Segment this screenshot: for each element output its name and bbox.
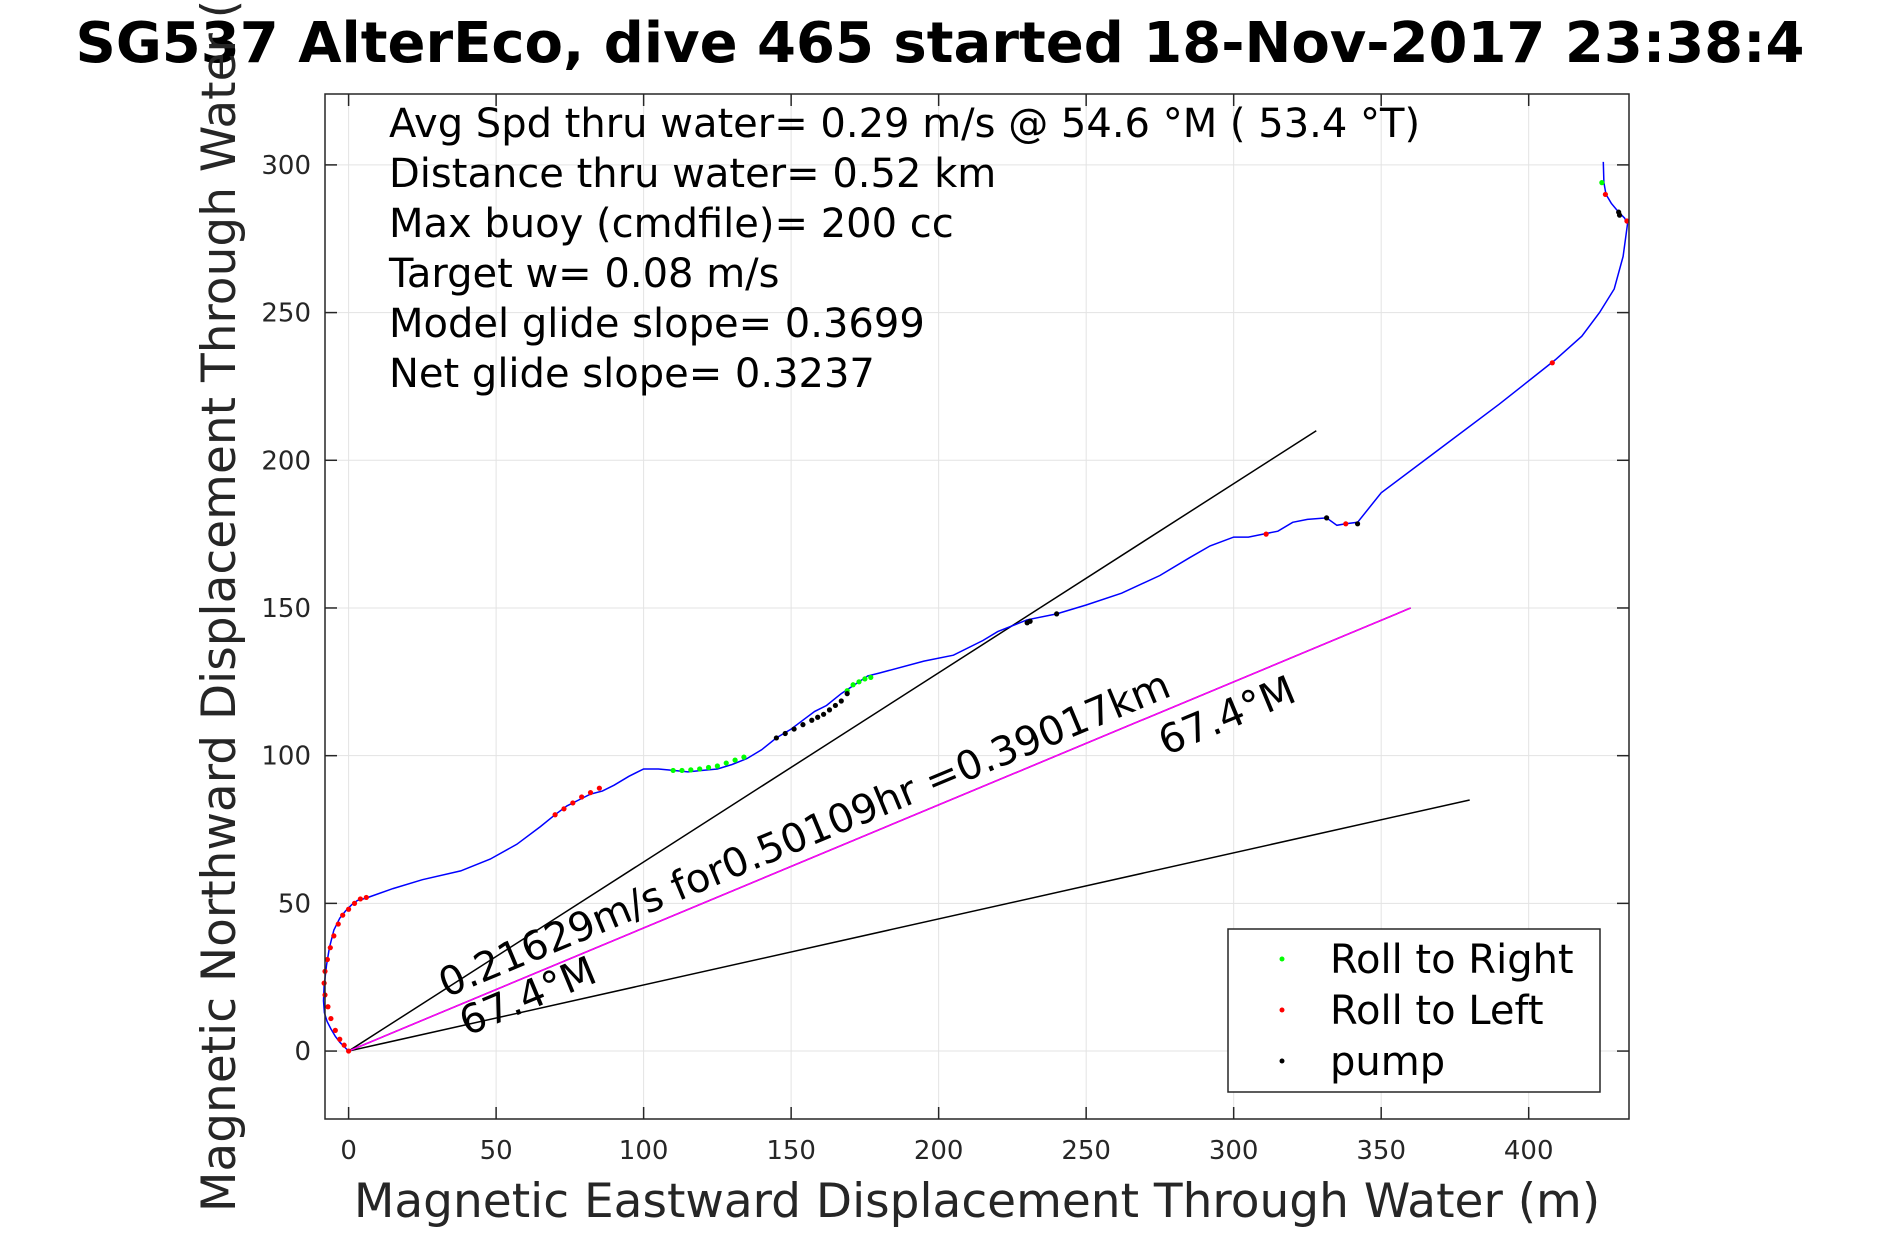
roll-right-marker (705, 764, 712, 771)
roll-right-marker (732, 757, 738, 763)
axis-ticks: 0 50 100 150 200 250 300 350 400 0 50 100 150 200 250 3… (261, 94, 1629, 1166)
x-tick-label: 0 (340, 1136, 357, 1166)
roll-right-marker (688, 767, 694, 773)
roll-left-marker (351, 900, 358, 906)
info-line: Avg Spd thru water= 0.29 m/s @ 54.6 °M (… (389, 101, 1420, 147)
pump-marker (1027, 618, 1033, 624)
roll-left-marker (357, 896, 364, 902)
chart-title: SG537 AlterEco, dive 465 started 18-Nov-… (76, 11, 1805, 76)
roll-left-marker (325, 1004, 331, 1010)
roll-left-marker (1343, 521, 1349, 527)
pump-marker (815, 714, 821, 720)
info-line: Model glide slope= 0.3699 (389, 301, 925, 347)
roll-left-marker (337, 1036, 343, 1042)
roll-left-marker (331, 933, 337, 939)
pump-marker (1616, 212, 1623, 218)
pump-marker (1324, 515, 1330, 521)
legend-box (1227, 928, 1601, 1093)
x-tick-label: 350 (1356, 1136, 1406, 1166)
roll-right-marker (868, 674, 874, 680)
x-tick-label: 250 (1061, 1136, 1111, 1166)
roll-left-marker (1263, 531, 1269, 537)
pump-marker (832, 702, 838, 709)
roll-left-marker (570, 800, 576, 806)
roll-right-marker (862, 676, 868, 682)
pump-marker (800, 722, 806, 728)
pump-marker (844, 691, 850, 697)
legend-label-pump: pump (1330, 1039, 1445, 1085)
roll-left-marker (346, 1048, 352, 1054)
info-text-block: Avg Spd thru water= 0.29 m/s @ 54.6 °M (… (388, 101, 1420, 397)
info-line: Net glide slope= 0.3237 (389, 351, 875, 397)
roll-left-marker (346, 906, 352, 912)
markers (321, 180, 1630, 1054)
roll-left-marker (321, 980, 327, 986)
roll-left-marker (324, 956, 330, 963)
pump-marker (820, 711, 827, 717)
x-tick-label: 200 (914, 1136, 964, 1166)
roll-left-marker (552, 812, 558, 818)
reference-line (348, 799, 1470, 1052)
roll-right-marker (714, 763, 720, 769)
reference-lines (348, 430, 1470, 1052)
pump-marker (1054, 611, 1060, 617)
legend-marker-pump (1279, 1058, 1285, 1064)
x-tick-label: 100 (619, 1136, 669, 1166)
reference-line (348, 607, 1411, 1052)
roll-left-marker (579, 794, 585, 800)
y-axis-label: Magnetic Northward Displacement Through … (192, 0, 247, 1212)
x-axis-label: Magnetic Eastward Displacement Through W… (354, 1174, 1600, 1229)
roll-left-marker (341, 1042, 347, 1048)
y-tick-label: 300 (261, 151, 311, 181)
legend-label-roll-right: Roll to Right (1330, 937, 1574, 983)
roll-left-marker (340, 912, 346, 918)
roll-left-marker (327, 945, 333, 951)
roll-left-marker (587, 789, 594, 796)
roll-left-marker (1624, 218, 1630, 224)
x-tick-label: 150 (766, 1136, 816, 1166)
y-tick-label: 250 (261, 299, 311, 329)
roll-right-marker (670, 767, 676, 774)
x-tick-label: 400 (1504, 1136, 1554, 1166)
roll-left-marker (1602, 191, 1608, 198)
roll-right-marker (850, 682, 856, 688)
reference-line (348, 430, 1317, 1052)
pump-marker (1354, 521, 1361, 527)
legend-label-roll-left: Roll to Left (1330, 988, 1544, 1034)
pump-marker (826, 707, 833, 713)
x-tick-label: 300 (1209, 1136, 1259, 1166)
y-tick-label: 200 (261, 446, 311, 476)
roll-right-marker (679, 767, 685, 774)
legend: Roll to Right Roll to Left pump (1227, 928, 1601, 1093)
x-tick-label: 50 (480, 1136, 513, 1166)
roll-left-marker (328, 1015, 334, 1022)
y-tick-label: 150 (261, 594, 311, 624)
info-line: Distance thru water= 0.52 km (389, 151, 996, 197)
roll-left-marker (335, 921, 341, 927)
roll-left-marker (596, 785, 602, 791)
pump-marker (773, 735, 779, 741)
y-tick-label: 50 (278, 889, 311, 919)
legend-marker-roll-left (1279, 1007, 1285, 1013)
info-line: Target w= 0.08 m/s (388, 251, 779, 297)
roll-right-marker (697, 766, 703, 772)
roll-left-marker (1549, 360, 1555, 366)
roll-left-marker (561, 806, 567, 812)
y-tick-label: 0 (294, 1037, 311, 1067)
roll-left-marker (363, 894, 369, 901)
roll-right-marker (723, 760, 729, 766)
plot-frame (324, 93, 1630, 1120)
pump-marker (791, 726, 797, 732)
legend-marker-roll-right (1279, 956, 1285, 962)
y-tick-label: 100 (261, 742, 311, 772)
roll-right-marker (1599, 180, 1605, 186)
pump-marker (782, 730, 788, 737)
roll-left-marker (332, 1027, 338, 1033)
roll-right-marker (741, 754, 747, 760)
info-line: Max buoy (cmdfile)= 200 cc (389, 201, 954, 247)
roll-right-marker (856, 679, 862, 685)
pump-marker (809, 717, 815, 723)
pump-marker (838, 698, 844, 704)
